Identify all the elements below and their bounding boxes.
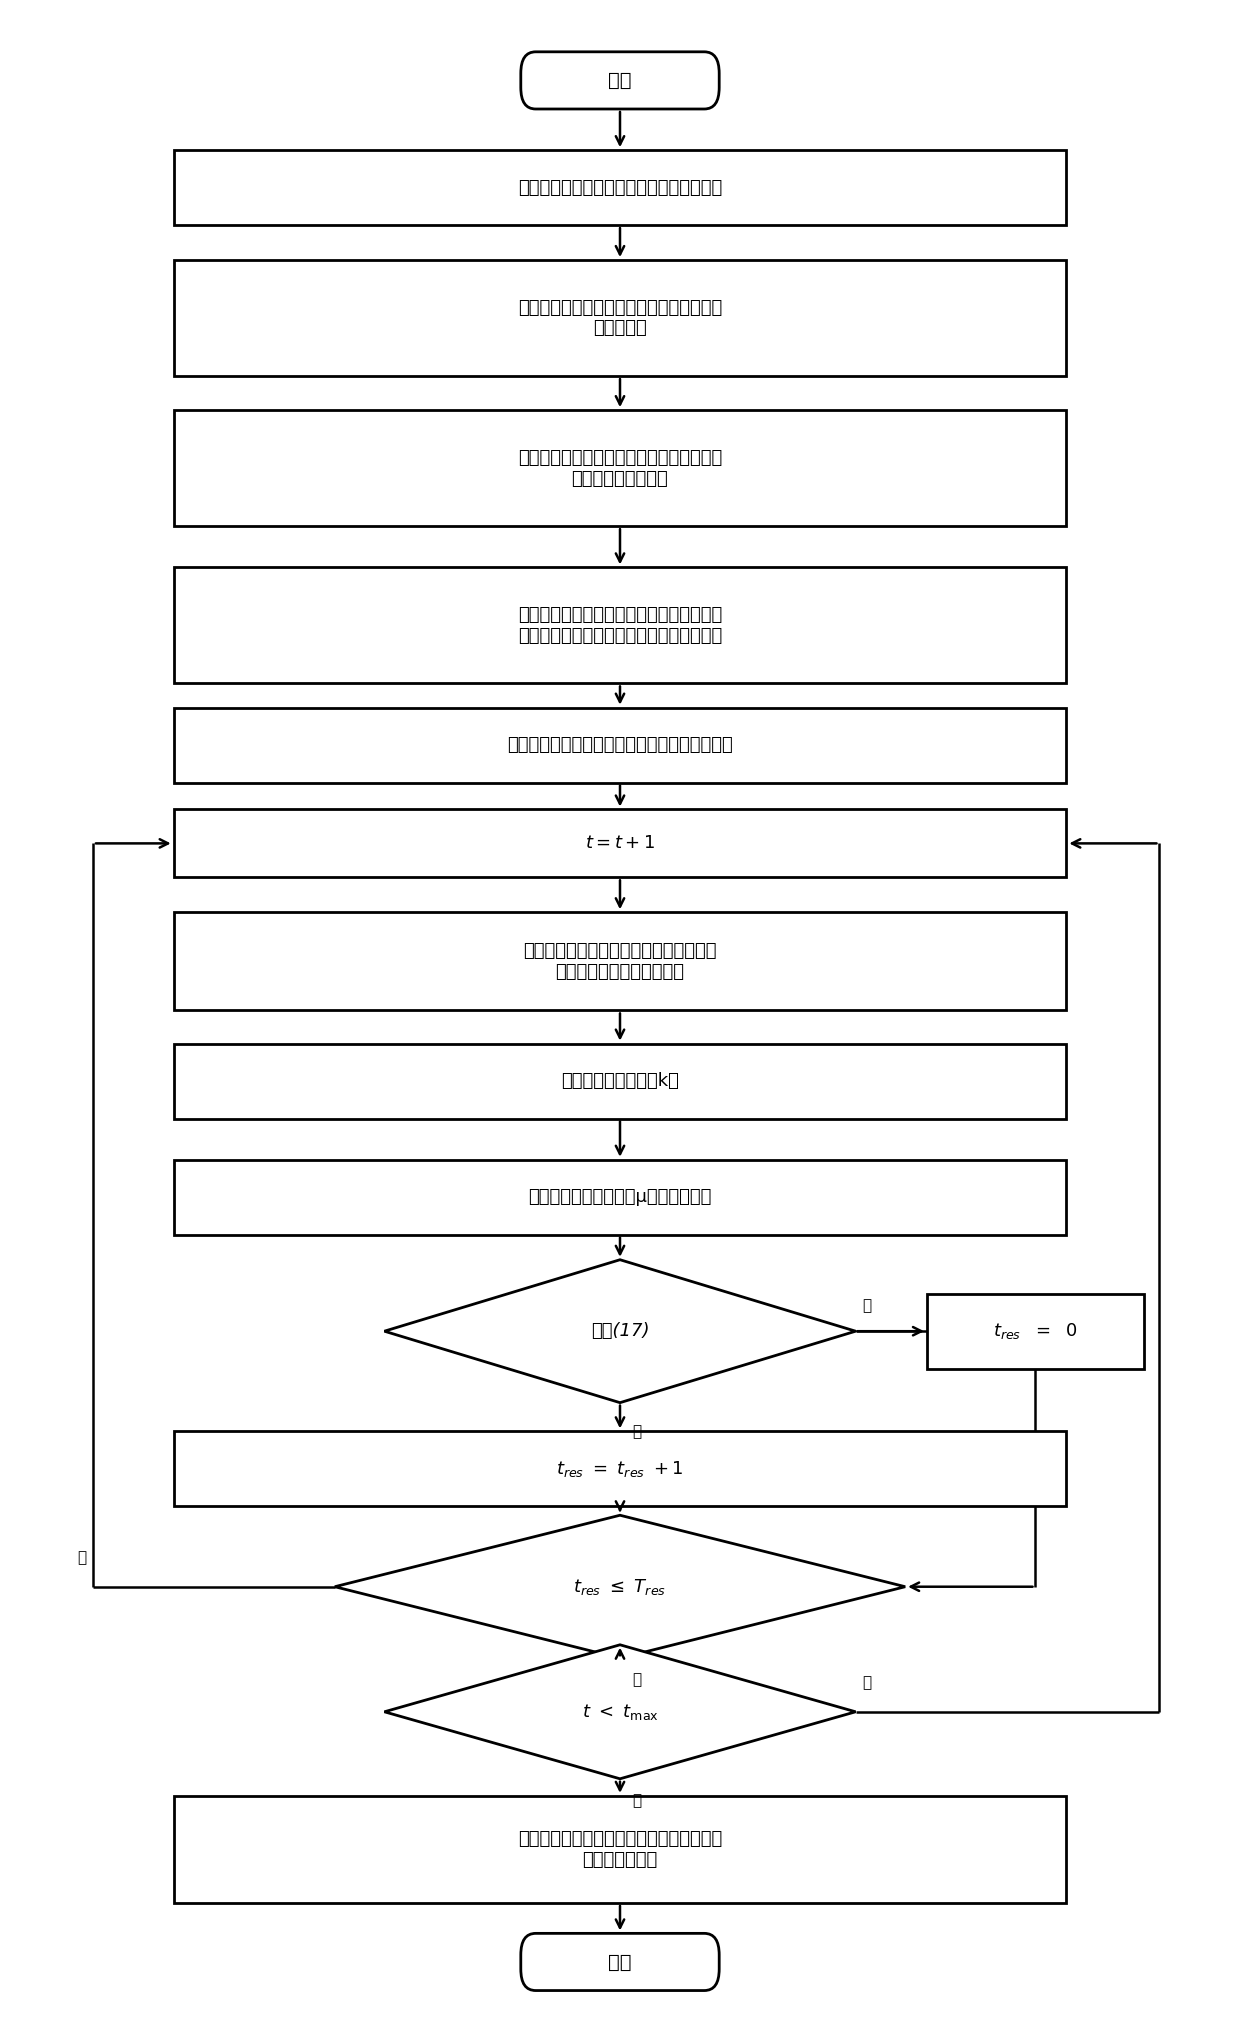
Text: 利用局部线性加权回归拟合基站接入人数和
时间的关系: 利用局部线性加权回归拟合基站接入人数和 时间的关系 [518,299,722,338]
Text: 是: 是 [862,1674,870,1691]
Text: $t\ <\ t_{\rm max}$: $t\ <\ t_{\rm max}$ [582,1701,658,1721]
Text: 把得到的此刻的代价值设置为下一天同一时
刻的迭代初始值: 把得到的此刻的代价值设置为下一天同一时 刻的迭代初始值 [518,1829,722,1868]
Bar [174,1797,1066,1903]
Bar [174,1043,1066,1118]
Text: 更新每个基站的最优k值: 更新每个基站的最优k值 [560,1071,680,1090]
Bar [174,1159,1066,1234]
Text: 采集网络信息，初始化参数，用局部加权线
性回归预测接入人数: 采集网络信息，初始化参数，用局部加权线 性回归预测接入人数 [518,448,722,487]
Text: 结束: 结束 [609,1951,631,1972]
Bar [174,809,1066,878]
Text: 更新所有基站的代价值μ，并进行广播: 更新所有基站的代价值μ，并进行广播 [528,1188,712,1206]
Bar [174,707,1066,782]
Text: 否: 否 [632,1793,641,1809]
Polygon shape [335,1516,905,1658]
Bar [174,409,1066,526]
Bar [174,568,1066,684]
Text: 否: 否 [78,1550,87,1564]
Text: $t_{res}\ =\ t_{res}\ +1$: $t_{res}\ =\ t_{res}\ +1$ [557,1458,683,1479]
Text: 计算用户速率的对数效用函数和基站代价
值，用户连接到最优的基站: 计算用户速率的对数效用函数和基站代价 值，用户连接到最优的基站 [523,941,717,980]
FancyBboxPatch shape [521,51,719,110]
FancyBboxPatch shape [521,1933,719,1990]
Text: 否: 否 [862,1298,870,1314]
Text: 条件(17): 条件(17) [590,1322,650,1340]
Polygon shape [384,1259,856,1403]
Text: 基于对数效用函数的分析，对连接到同一个
基站上的所有用户平均分配基站的时频资源: 基于对数效用函数的分析，对连接到同一个 基站上的所有用户平均分配基站的时频资源 [518,605,722,646]
Text: 是: 是 [632,1424,641,1438]
Text: 用拉格朗日对偶方法把优化问题转化为对偶问题: 用拉格朗日对偶方法把优化问题转化为对偶问题 [507,735,733,754]
Polygon shape [384,1644,856,1778]
Text: 采集网络负载信息，得到基站负载历史数据: 采集网络负载信息，得到基站负载历史数据 [518,179,722,198]
Bar [174,913,1066,1010]
Text: 开始: 开始 [609,71,631,90]
Text: $t_{res}\ \leq \ T_{res}$: $t_{res}\ \leq \ T_{res}$ [573,1577,667,1597]
Text: $t_{res}\ \ =\ \ 0$: $t_{res}\ \ =\ \ 0$ [993,1322,1078,1340]
Bar [926,1293,1143,1369]
Bar [174,151,1066,226]
Bar [174,261,1066,377]
Text: $t=t+1$: $t=t+1$ [585,835,655,851]
Bar [174,1432,1066,1505]
Text: 是: 是 [632,1672,641,1687]
